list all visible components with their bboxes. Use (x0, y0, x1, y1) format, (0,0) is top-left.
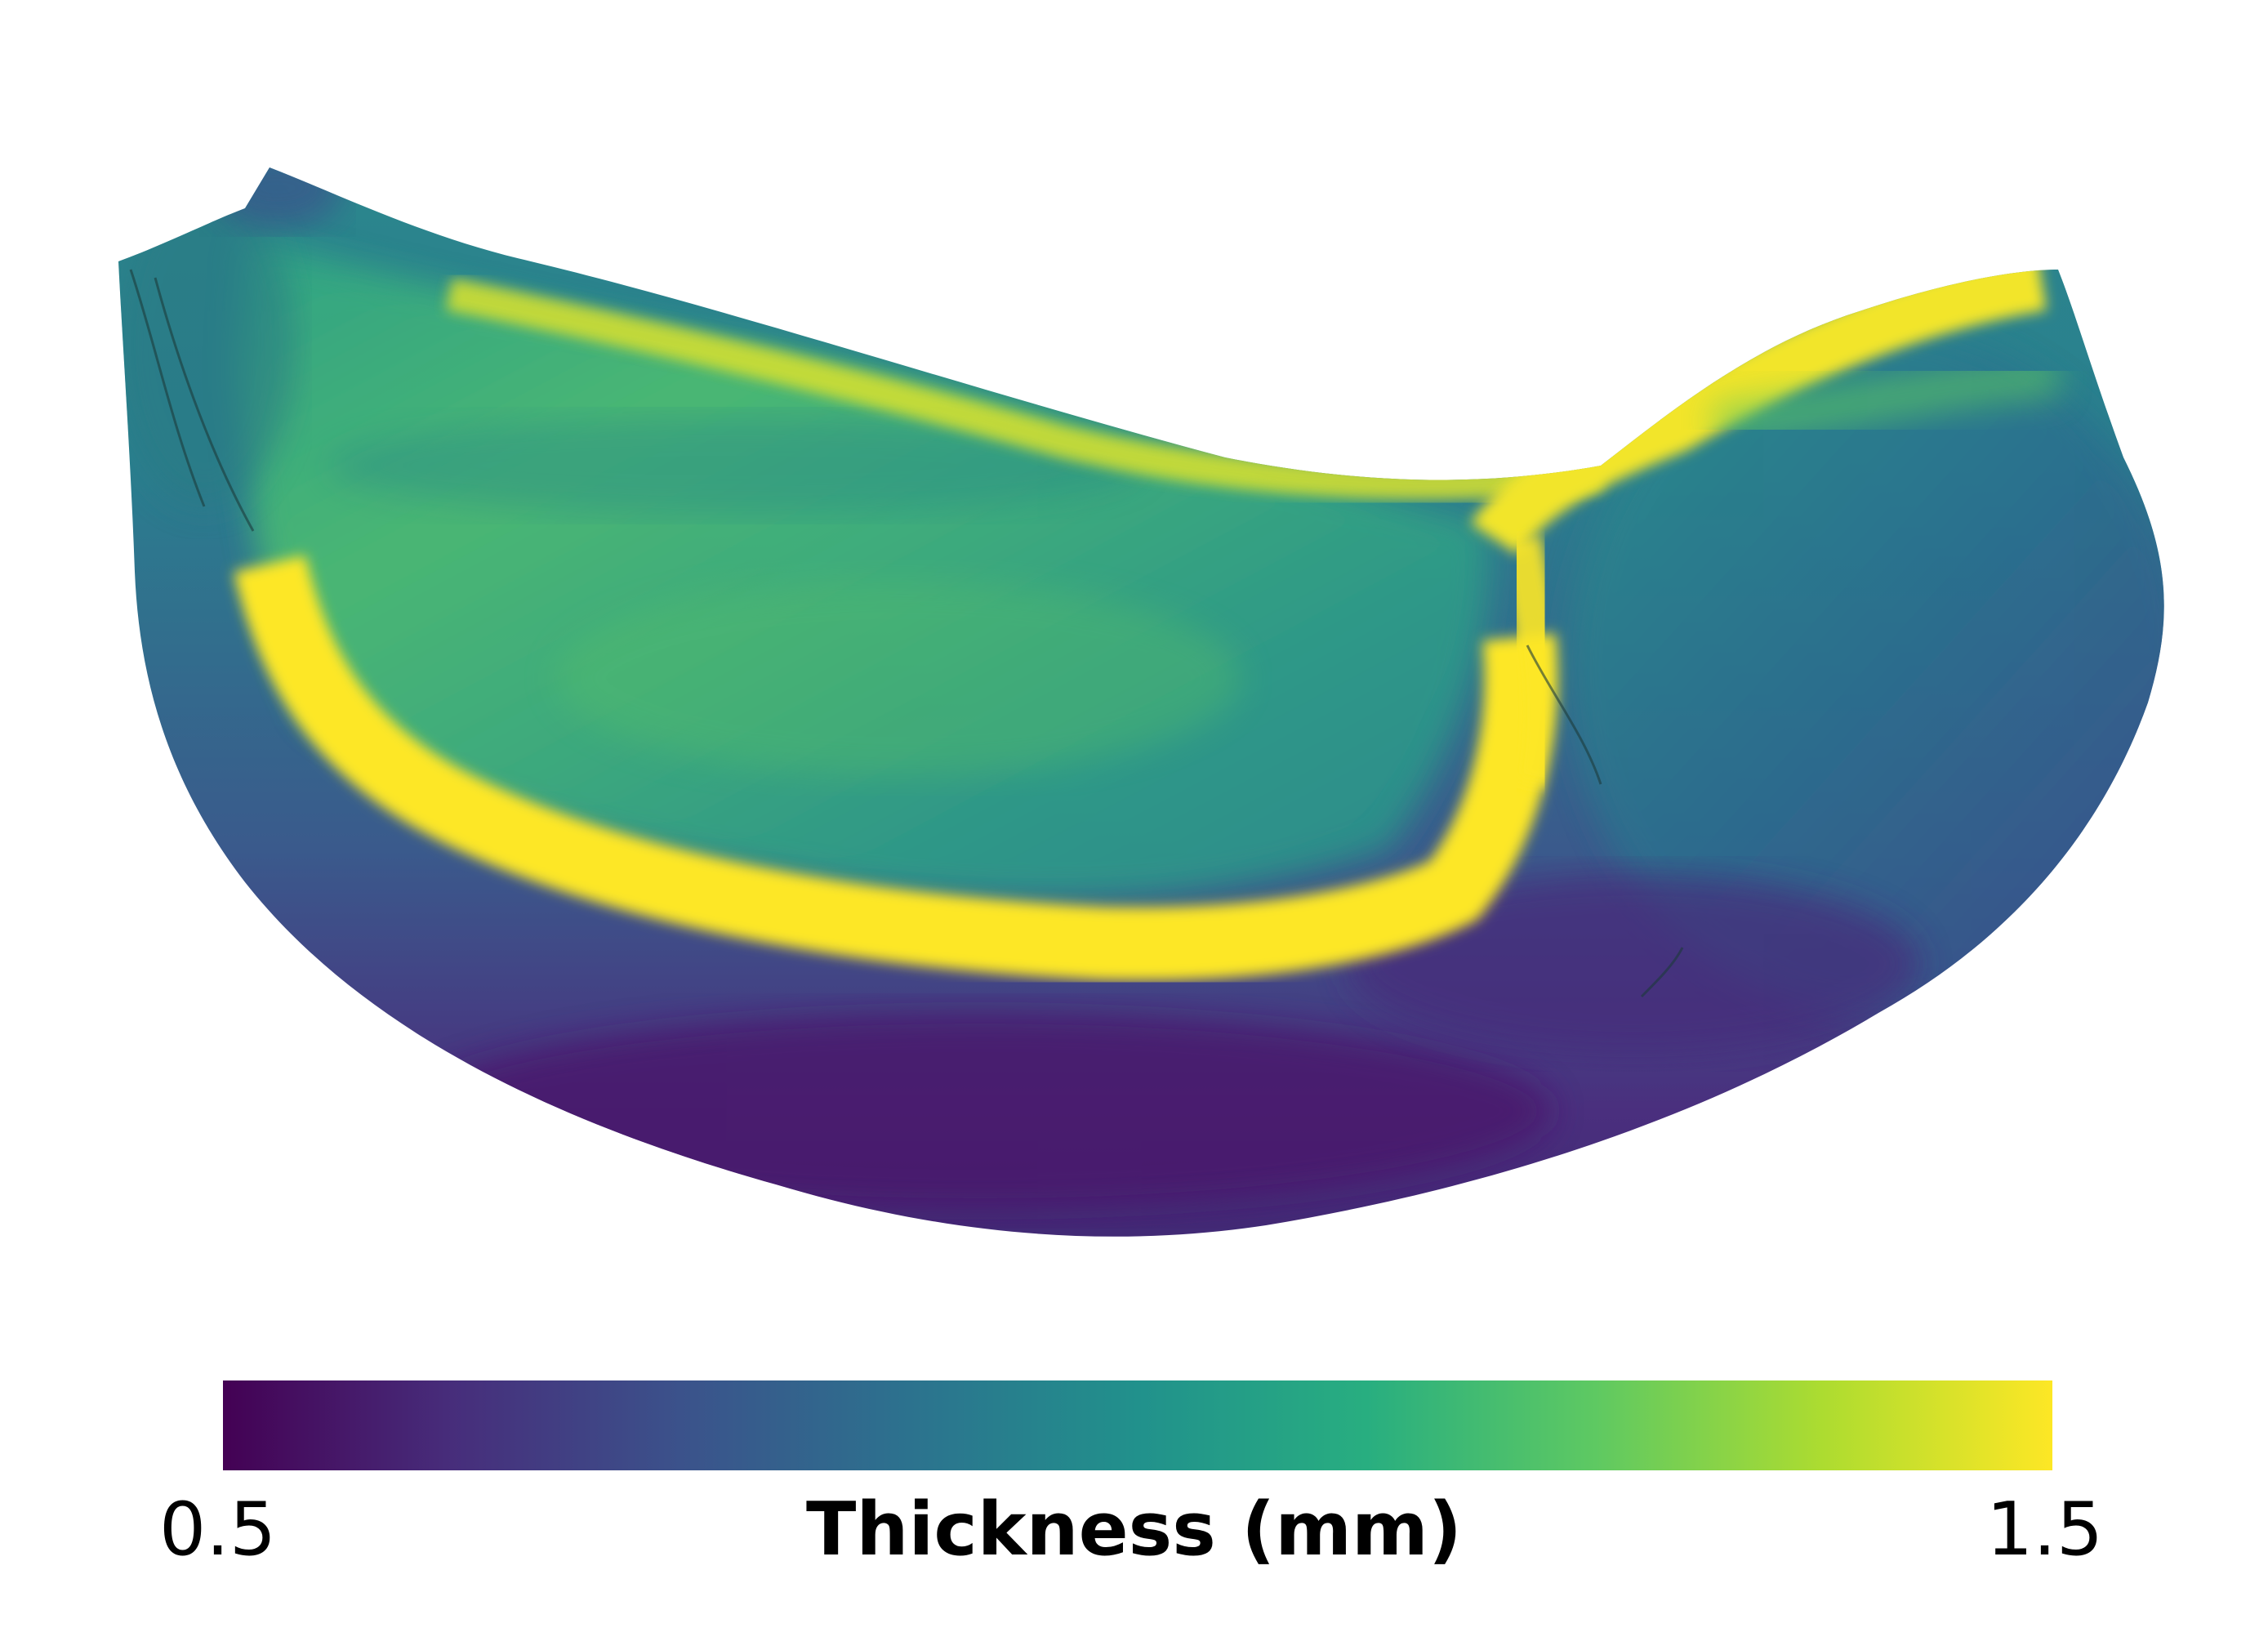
surface-body (118, 167, 2164, 1237)
colorbar-min-label: 0.5 (159, 1487, 277, 1572)
colorbar (223, 1380, 2052, 1470)
colorbar-gradient (223, 1380, 2052, 1470)
surface-creases (129, 269, 1684, 998)
thickness-surface-render (118, 167, 2164, 1237)
colorbar-max-label: 1.5 (1986, 1487, 2104, 1572)
colorbar-title: Thickness (mm) (806, 1487, 1462, 1572)
